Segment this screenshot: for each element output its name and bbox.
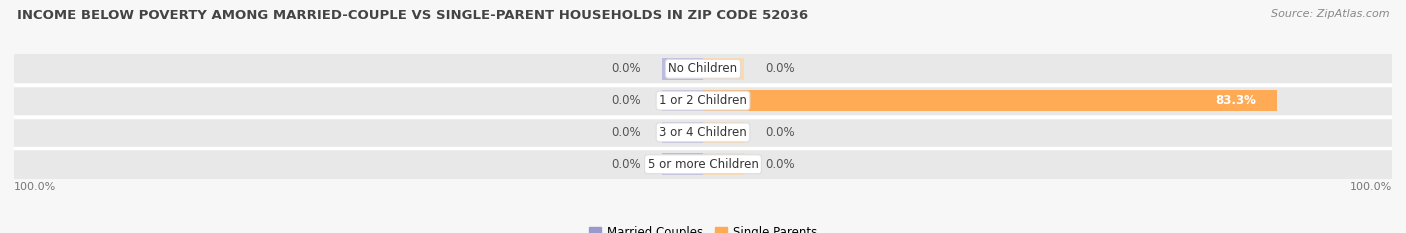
Text: 0.0%: 0.0% [765, 126, 794, 139]
Legend: Married Couples, Single Parents: Married Couples, Single Parents [585, 221, 821, 233]
Text: 3 or 4 Children: 3 or 4 Children [659, 126, 747, 139]
Text: 1 or 2 Children: 1 or 2 Children [659, 94, 747, 107]
Bar [14, 150, 1392, 178]
Text: 0.0%: 0.0% [612, 158, 641, 171]
Text: INCOME BELOW POVERTY AMONG MARRIED-COUPLE VS SINGLE-PARENT HOUSEHOLDS IN ZIP COD: INCOME BELOW POVERTY AMONG MARRIED-COUPL… [17, 9, 808, 22]
Text: 100.0%: 100.0% [1350, 182, 1392, 192]
Bar [703, 58, 744, 80]
Text: 83.3%: 83.3% [1215, 94, 1256, 107]
Bar [662, 122, 703, 143]
Text: 0.0%: 0.0% [765, 158, 794, 171]
Text: Source: ZipAtlas.com: Source: ZipAtlas.com [1271, 9, 1389, 19]
Bar [703, 122, 744, 143]
Bar [662, 58, 703, 80]
Bar [14, 118, 1392, 147]
Text: 0.0%: 0.0% [765, 62, 794, 75]
Text: 5 or more Children: 5 or more Children [648, 158, 758, 171]
Bar [14, 86, 1392, 115]
Bar [662, 153, 703, 175]
Bar [662, 90, 703, 111]
Text: 0.0%: 0.0% [612, 94, 641, 107]
Bar [703, 90, 1277, 111]
Text: 0.0%: 0.0% [612, 62, 641, 75]
Text: 0.0%: 0.0% [612, 126, 641, 139]
Text: No Children: No Children [668, 62, 738, 75]
Bar [703, 153, 744, 175]
Text: 100.0%: 100.0% [14, 182, 56, 192]
Bar [14, 55, 1392, 83]
